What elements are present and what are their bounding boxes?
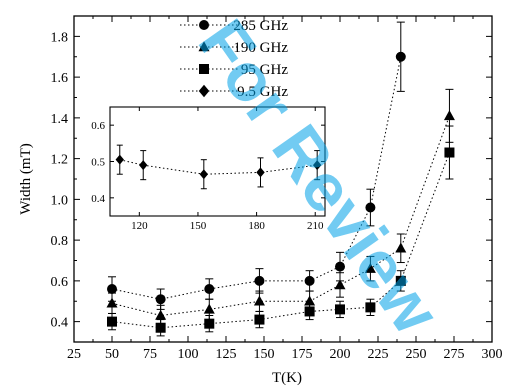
x-tick-label: 275: [444, 347, 465, 362]
inset-data-point: [256, 167, 265, 178]
legend-marker: [199, 20, 209, 30]
data-point: [204, 318, 215, 329]
x-axis-label: T(K): [272, 370, 302, 386]
y-tick-label: 1.8: [51, 30, 69, 45]
x-tick-label: 250: [406, 347, 427, 362]
inset-border: [109, 106, 326, 217]
legend-item-9-5-ghz: 9.5 GHz: [180, 84, 288, 100]
legend: 285 GHz 190 GHz 95 GHz 9.5 GHz: [180, 18, 288, 100]
y-tick-label: 0.6: [51, 275, 69, 290]
data-point: [444, 147, 455, 158]
inset-x-tick-label: 180: [248, 220, 265, 232]
y-tick-label: 1.4: [51, 112, 69, 127]
data-point: [443, 110, 455, 121]
inset-y-tick-label: 0.5: [91, 157, 105, 169]
inset-x-tick-label: 150: [190, 220, 207, 232]
data-point: [304, 306, 315, 317]
x-tick-label: 125: [216, 347, 237, 362]
legend-item-190-ghz: 190 GHz: [180, 40, 288, 56]
inset-data-point: [199, 169, 209, 180]
legend-label: 285 GHz: [233, 18, 288, 34]
y-tick-label: 1.2: [51, 153, 69, 168]
main-axes: 25 50 75 100 125 150 175 200 225 250 275 300 0.4 0.6 0…: [18, 16, 503, 386]
data-point: [155, 294, 166, 305]
y-tick-label: 1.6: [51, 71, 69, 86]
inset-y-tick-label: 0.6: [91, 120, 105, 132]
main-series-layer: [106, 21, 455, 337]
data-point: [395, 275, 406, 286]
legend-marker: [198, 41, 210, 52]
data-point: [335, 304, 345, 315]
y-axis-label: Width (mT): [18, 143, 34, 214]
y-tick-label: 0.8: [51, 234, 69, 249]
legend-label: 95 GHz: [241, 62, 288, 78]
inset-y-tick-label: 0.4: [91, 193, 105, 205]
series-285-ghz: [107, 21, 406, 310]
data-point: [395, 51, 406, 62]
x-tick-label: 75: [143, 347, 157, 362]
data-point: [155, 309, 167, 320]
legend-marker: [199, 64, 209, 74]
series-line: [111, 152, 450, 329]
data-point: [365, 302, 376, 313]
x-tick-label: 150: [254, 347, 275, 362]
inset-data-point: [139, 160, 148, 171]
data-point: [335, 261, 345, 272]
x-tick-label: 50: [105, 347, 119, 362]
data-point: [364, 262, 376, 273]
data-point: [107, 316, 117, 327]
inset-x-tick-label: 210: [307, 220, 324, 232]
x-tick-label: 100: [178, 347, 199, 362]
data-point: [304, 275, 315, 286]
x-tick-label: 300: [482, 347, 503, 362]
data-point: [395, 242, 407, 253]
x-tick-label: 200: [330, 347, 351, 362]
data-point: [107, 284, 117, 295]
data-point: [334, 279, 346, 290]
inset-data-point: [115, 154, 124, 165]
y-tick-label: 1.0: [51, 193, 69, 208]
legend-label: 190 GHz: [233, 40, 288, 56]
legend-item-95-ghz: 95 GHz: [180, 62, 288, 78]
inset-plot: 120 150 180 210 0.4 0.5 0.6: [91, 106, 326, 232]
series-95-ghz: [107, 125, 455, 337]
inset-x-tick-label: 120: [131, 220, 148, 232]
y-tick-label: 0.4: [51, 316, 69, 331]
legend-marker: [198, 84, 210, 98]
legend-label: 9.5 GHz: [237, 84, 288, 100]
data-point: [106, 297, 118, 308]
x-tick-label: 25: [67, 347, 81, 362]
data-point: [155, 322, 166, 333]
data-point: [365, 202, 376, 213]
data-point: [203, 303, 215, 314]
inset-data-point: [312, 160, 322, 171]
data-point: [204, 284, 215, 295]
inset-series-9-5-ghz: [115, 144, 322, 190]
data-point: [254, 314, 265, 325]
series-line: [111, 56, 402, 300]
x-tick-label: 225: [368, 347, 389, 362]
x-tick-label: 175: [292, 347, 313, 362]
data-point: [254, 275, 265, 286]
legend-item-285-ghz: 285 GHz: [180, 18, 288, 34]
data-point: [253, 295, 265, 306]
